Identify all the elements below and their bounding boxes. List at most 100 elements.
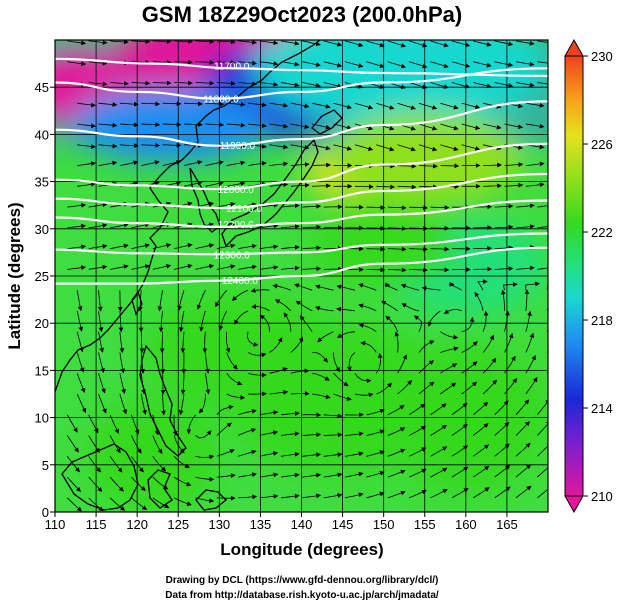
streamline-56 bbox=[280, 451, 300, 457]
streamline-20 bbox=[494, 486, 511, 499]
streamline-39 bbox=[408, 468, 427, 478]
y-tick-label-15: 15 bbox=[35, 363, 49, 378]
streamline-91 bbox=[537, 420, 548, 436]
streamline-516 bbox=[280, 40, 300, 46]
streamline-31 bbox=[238, 472, 257, 478]
streamline-9 bbox=[259, 493, 279, 499]
colorbar-tick-label-230: 230 bbox=[591, 49, 613, 64]
streamline-143 bbox=[180, 373, 186, 395]
streamline-514 bbox=[238, 40, 257, 45]
streamline-300 bbox=[88, 223, 108, 229]
streamline-219 bbox=[315, 306, 334, 312]
streamline-437 bbox=[77, 102, 96, 108]
y-tick-label-30: 30 bbox=[35, 222, 49, 237]
streamline-230 bbox=[76, 290, 83, 312]
x-tick-label-165: 165 bbox=[496, 517, 518, 532]
streamline-483 bbox=[67, 61, 87, 67]
streamline-513 bbox=[216, 40, 236, 45]
y-axis-ticks: 0 5 10 15 20 25 30 35 40 45 bbox=[35, 80, 55, 520]
streamline-302 bbox=[131, 222, 150, 229]
contour-label-12300.0: 12300.0 bbox=[214, 250, 251, 261]
streamline-336 bbox=[366, 205, 386, 210]
temperature-region-4 bbox=[252, 40, 548, 125]
streamline-161 bbox=[76, 352, 85, 373]
streamline-374 bbox=[205, 160, 224, 166]
streamline-81 bbox=[323, 432, 343, 438]
streamline-241 bbox=[294, 283, 313, 291]
streamline-407 bbox=[418, 144, 438, 152]
streamline-408 bbox=[440, 144, 459, 152]
streamline-6 bbox=[195, 497, 215, 504]
streamline-110 bbox=[451, 402, 468, 416]
streamline-267 bbox=[366, 267, 386, 273]
streamline-440 bbox=[141, 101, 161, 107]
colorbar-body bbox=[564, 55, 584, 497]
streamline-222 bbox=[380, 300, 398, 312]
streamline-365 bbox=[504, 182, 524, 188]
streamline-107 bbox=[387, 405, 405, 416]
streamline-187 bbox=[139, 331, 145, 354]
streamline-174 bbox=[346, 352, 356, 372]
streamline-139 bbox=[98, 373, 106, 394]
colorbar: 210 214 218 222 226 230 bbox=[564, 38, 613, 514]
streamline-243 bbox=[336, 284, 355, 291]
streamline-178 bbox=[440, 346, 459, 353]
streamline-244 bbox=[358, 283, 377, 291]
y-tick-label-25: 25 bbox=[35, 269, 49, 284]
streamline-387 bbox=[483, 162, 502, 168]
streamline-519 bbox=[344, 40, 364, 48]
streamline-293 bbox=[430, 246, 450, 252]
streamline-512 bbox=[195, 40, 215, 45]
streamline-216 bbox=[251, 304, 270, 312]
streamline-195 bbox=[299, 315, 313, 332]
streamline-150 bbox=[333, 372, 349, 387]
streamline-201 bbox=[440, 331, 459, 340]
streamline-355 bbox=[290, 182, 310, 188]
streamline-21 bbox=[515, 485, 532, 499]
temperature-region-10 bbox=[87, 398, 220, 512]
streamline-461 bbox=[88, 81, 108, 87]
streamline-69 bbox=[66, 435, 79, 453]
contour-12200.0 bbox=[55, 199, 548, 229]
streamline-111 bbox=[472, 401, 489, 416]
streamline-375 bbox=[226, 160, 246, 166]
streamline-207 bbox=[76, 310, 84, 332]
streamline-422 bbox=[248, 123, 267, 128]
streamline-52 bbox=[195, 454, 215, 460]
streamline-344 bbox=[537, 205, 548, 208]
streamline-276 bbox=[67, 244, 87, 250]
streamline-438 bbox=[98, 102, 118, 107]
streamline-236 bbox=[196, 290, 206, 310]
streamline-508 bbox=[110, 40, 129, 45]
y-tick-label-10: 10 bbox=[35, 411, 49, 426]
colorbar-max-arrow bbox=[564, 38, 584, 57]
streamline-50 bbox=[152, 456, 167, 472]
streamline-163 bbox=[119, 352, 125, 374]
contour-12300.0 bbox=[55, 232, 548, 256]
coastline-newguinea bbox=[195, 489, 227, 511]
streamline-402 bbox=[312, 144, 331, 151]
streamline-339 bbox=[430, 205, 450, 210]
streamline-205 bbox=[525, 310, 532, 332]
streamline-13 bbox=[344, 492, 364, 499]
streamline-188 bbox=[159, 331, 165, 354]
streamline-67 bbox=[515, 442, 531, 457]
streamline-11 bbox=[302, 493, 322, 499]
streamline-291 bbox=[387, 246, 407, 252]
contour-label-11800.0: 11800.0 bbox=[203, 95, 239, 106]
coastline-mainland bbox=[55, 40, 321, 393]
streamline-447 bbox=[290, 102, 310, 109]
streamline-113 bbox=[515, 399, 530, 416]
streamline-189 bbox=[180, 331, 186, 354]
streamline-480 bbox=[494, 82, 514, 88]
streamline-479 bbox=[473, 82, 492, 89]
streamline-75 bbox=[195, 430, 212, 439]
streamline-228 bbox=[524, 289, 530, 311]
y-tick-label-35: 35 bbox=[35, 175, 49, 190]
streamline-59 bbox=[344, 451, 364, 457]
colorbar-tick-label-214: 214 bbox=[591, 401, 613, 416]
streamline-287 bbox=[302, 245, 322, 251]
streamline-343 bbox=[515, 203, 535, 209]
streamline-3 bbox=[131, 497, 148, 510]
streamline-256 bbox=[131, 264, 150, 270]
